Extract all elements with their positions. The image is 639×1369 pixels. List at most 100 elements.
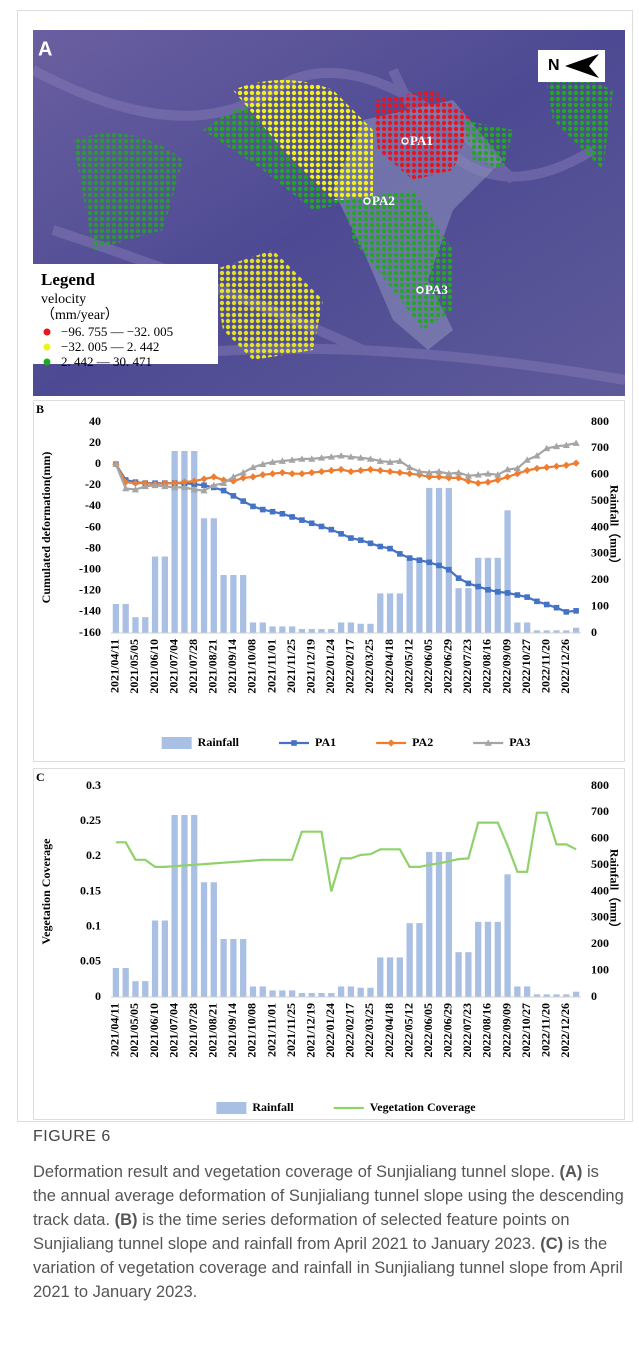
point [426, 559, 433, 566]
bar [357, 987, 364, 997]
x-tick-label: 2021/11/01 [264, 639, 278, 693]
bar [249, 986, 257, 997]
point [416, 557, 423, 564]
bar [210, 882, 217, 997]
point [240, 498, 246, 504]
point-marker [401, 137, 409, 145]
y2-tick-label: 400 [591, 883, 609, 897]
bar [161, 920, 168, 997]
point [543, 444, 551, 452]
point [239, 469, 247, 476]
point [366, 455, 375, 462]
bar [386, 957, 394, 997]
y-axis-title: Vegetation Coverage [39, 838, 53, 945]
bar [191, 451, 198, 633]
bar [396, 593, 403, 633]
bar [524, 622, 531, 633]
bar [563, 630, 570, 633]
x-tick-label: 2022/05/12 [401, 1003, 415, 1058]
point [474, 479, 482, 487]
y2-tick-label: 400 [591, 519, 609, 533]
y2-tick-label: 600 [591, 831, 609, 845]
point [446, 566, 452, 573]
bar [337, 986, 345, 997]
legend-swatch [161, 737, 192, 749]
point [562, 441, 570, 449]
x-tick-label: 2022/06/29 [441, 1003, 455, 1058]
bar [181, 815, 188, 997]
bar [318, 629, 325, 633]
yellow-points [213, 250, 323, 360]
point-label: PA2 [372, 193, 395, 208]
legend-label: PA3 [509, 735, 530, 749]
chart: C Vegetation Coverage Rainfall（mm） 0 0.05 0.1… [36, 770, 622, 1114]
x-tick-label: 2022/06/05 [421, 1003, 435, 1058]
point [386, 458, 394, 465]
point [523, 456, 531, 463]
caption: Deformation result and vegetation covera… [33, 1160, 625, 1304]
bar [377, 593, 384, 633]
y-tick-label: -100 [79, 561, 101, 575]
point [513, 464, 521, 472]
point-marker [363, 197, 371, 205]
y2-tick-label: 100 [591, 598, 609, 612]
point [474, 471, 482, 478]
point [503, 465, 512, 473]
point [572, 439, 580, 446]
bar [377, 957, 384, 997]
point [465, 580, 472, 587]
point [250, 503, 256, 510]
x-tick-label: 2021/07/04 [166, 1003, 180, 1058]
point [201, 482, 207, 489]
bar [142, 981, 149, 997]
bar [465, 952, 472, 997]
bar [416, 559, 423, 633]
x-tick-label: 2022/04/18 [382, 639, 396, 694]
point [455, 469, 463, 476]
x-tick-label: 2022/11/20 [538, 1003, 552, 1057]
legend-label: PA2 [412, 735, 433, 749]
y2-tick-label: 500 [591, 857, 609, 871]
point [513, 470, 521, 478]
legend-label: −32. 005 — 2. 442 [61, 339, 159, 354]
x-tick-label: 2022/02/17 [343, 1003, 357, 1058]
bar [289, 626, 296, 633]
point [180, 483, 189, 491]
x-tick-label: 2021/07/04 [166, 639, 180, 694]
green-points [73, 133, 183, 250]
y2-tick-label: 200 [591, 572, 609, 586]
point [268, 458, 277, 465]
legend-label: PA1 [315, 735, 336, 749]
point [425, 469, 433, 476]
x-tick-label: 2022/02/17 [343, 639, 357, 694]
x-tick-label: 2022/07/23 [460, 639, 474, 694]
x-tick-label: 2021/08/21 [206, 1003, 220, 1058]
legend-marker [484, 739, 492, 746]
point [161, 482, 169, 490]
y-tick-label: -120 [79, 583, 101, 597]
bar [181, 451, 188, 633]
bar [191, 815, 198, 997]
bar [455, 588, 462, 633]
point [397, 551, 403, 557]
point [171, 483, 179, 491]
bar [465, 588, 472, 633]
bar [426, 851, 433, 997]
point [230, 493, 237, 499]
x-tick-label: 2022/10/27 [519, 1003, 533, 1058]
point [357, 537, 364, 543]
point [259, 506, 266, 513]
x-tick-label: 2021/06/10 [147, 1003, 161, 1058]
bar [210, 518, 217, 633]
point [308, 520, 315, 527]
point [455, 575, 462, 581]
y-tick-label: -160 [79, 625, 101, 639]
x-tick-label: 2021/04/11 [108, 639, 122, 693]
bar [220, 574, 227, 633]
bar [563, 994, 570, 997]
bar [200, 882, 208, 997]
bar [328, 993, 335, 997]
panel-label: C [36, 770, 45, 784]
bar [484, 921, 492, 997]
y-tick-label: -20 [85, 477, 101, 491]
